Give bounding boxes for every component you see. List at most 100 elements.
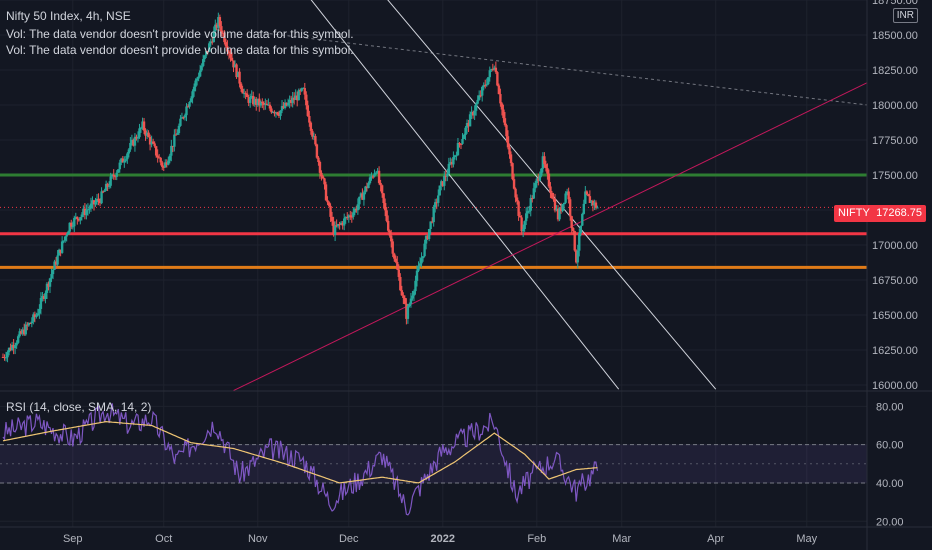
candle-body [83,208,87,216]
candle-body [209,41,212,44]
candle-body [359,193,363,197]
currency-badge[interactable]: INR [892,8,918,23]
candle-body [197,76,200,79]
candle-body [139,127,143,129]
candle-body [388,230,391,236]
candle-body [57,249,61,256]
candle-body [396,262,399,270]
candle-body [221,32,225,34]
candle-body [6,352,9,358]
candle-body [470,112,473,115]
candle-body [365,186,369,189]
candle-body [391,241,394,254]
candle-body [493,67,496,70]
candle-body [214,24,217,32]
candle-body [308,115,311,123]
candle-body [21,329,24,334]
candle-body [573,231,576,251]
candle-body [427,228,431,240]
candle-body [112,174,115,177]
candle-body [380,185,384,194]
candle-body [330,216,334,222]
candle-body [459,143,463,145]
candle-body [13,345,17,349]
candle-body [482,84,485,88]
candle-body [409,298,413,304]
candle-body [318,161,322,173]
candle-body [59,249,62,253]
chart-title: Nifty 50 Index, 4h, NSE [6,9,131,23]
candle-body [509,154,513,164]
candle-body [295,95,299,101]
candle-body [47,283,50,287]
x-tick-label: Dec [339,533,359,545]
candle-body [503,118,507,126]
candle-body [71,226,74,228]
candle-body [402,295,405,298]
candle-body [198,70,202,77]
candle-body [53,261,56,270]
candle-body [191,91,194,99]
candle-body [62,240,65,242]
candle-body [82,208,85,215]
y-tick-label: 18500.00 [872,30,918,42]
candle-body [151,141,155,144]
last-price-tag: NIFTY 17268.75 [834,205,926,222]
candle-body [248,97,252,103]
candle-body [223,32,226,43]
channel-line-upper [310,0,620,390]
candle-body [452,157,455,165]
candle-body [224,42,228,47]
volume-note: Vol: The data vendor doesn't provide vol… [6,27,354,41]
candle-body [15,342,18,346]
dotted-trend-line [257,31,868,106]
candle-body [412,291,416,296]
candle-body [568,199,572,217]
candle-body [247,97,250,103]
candle-body [297,90,300,101]
candle-body [91,200,94,204]
candle-body [270,108,273,113]
candle-body [414,280,417,292]
candle-body [562,202,566,205]
candle-body [497,85,501,95]
candle-body [238,71,241,84]
candle-body [511,163,514,180]
candle-body [171,145,175,147]
candle-body [154,146,158,156]
candle-body [446,173,449,177]
candle-body [312,136,316,138]
candle-body [444,175,448,177]
candle-body [165,162,168,165]
candle-body [512,179,516,189]
candle-body [179,118,182,126]
candle-body [465,122,469,128]
candle-body [474,103,478,111]
candle-body [104,183,108,191]
candle-body [168,155,172,161]
y-tick-label: 16250.00 [872,345,918,357]
price-tag-symbol: NIFTY [838,207,870,219]
candle-body [358,196,361,205]
candle-body [277,114,281,116]
candle-body [114,176,117,178]
candle-body [132,139,135,146]
candle-body [338,224,341,226]
candle-body [423,243,426,257]
candle-body [500,103,504,110]
candle-body [203,55,206,60]
candle-body [349,215,352,217]
candle-body [571,228,575,232]
candle-body [464,127,467,136]
candle-body [252,95,255,105]
candle-body [508,147,511,155]
candle-body [591,200,595,206]
candle-body [253,98,256,105]
candle-body [540,168,543,176]
candle-body [259,101,263,106]
candle-body [101,191,105,193]
candle-body [386,220,390,231]
candle-body [377,170,381,183]
candle-body [242,93,246,95]
